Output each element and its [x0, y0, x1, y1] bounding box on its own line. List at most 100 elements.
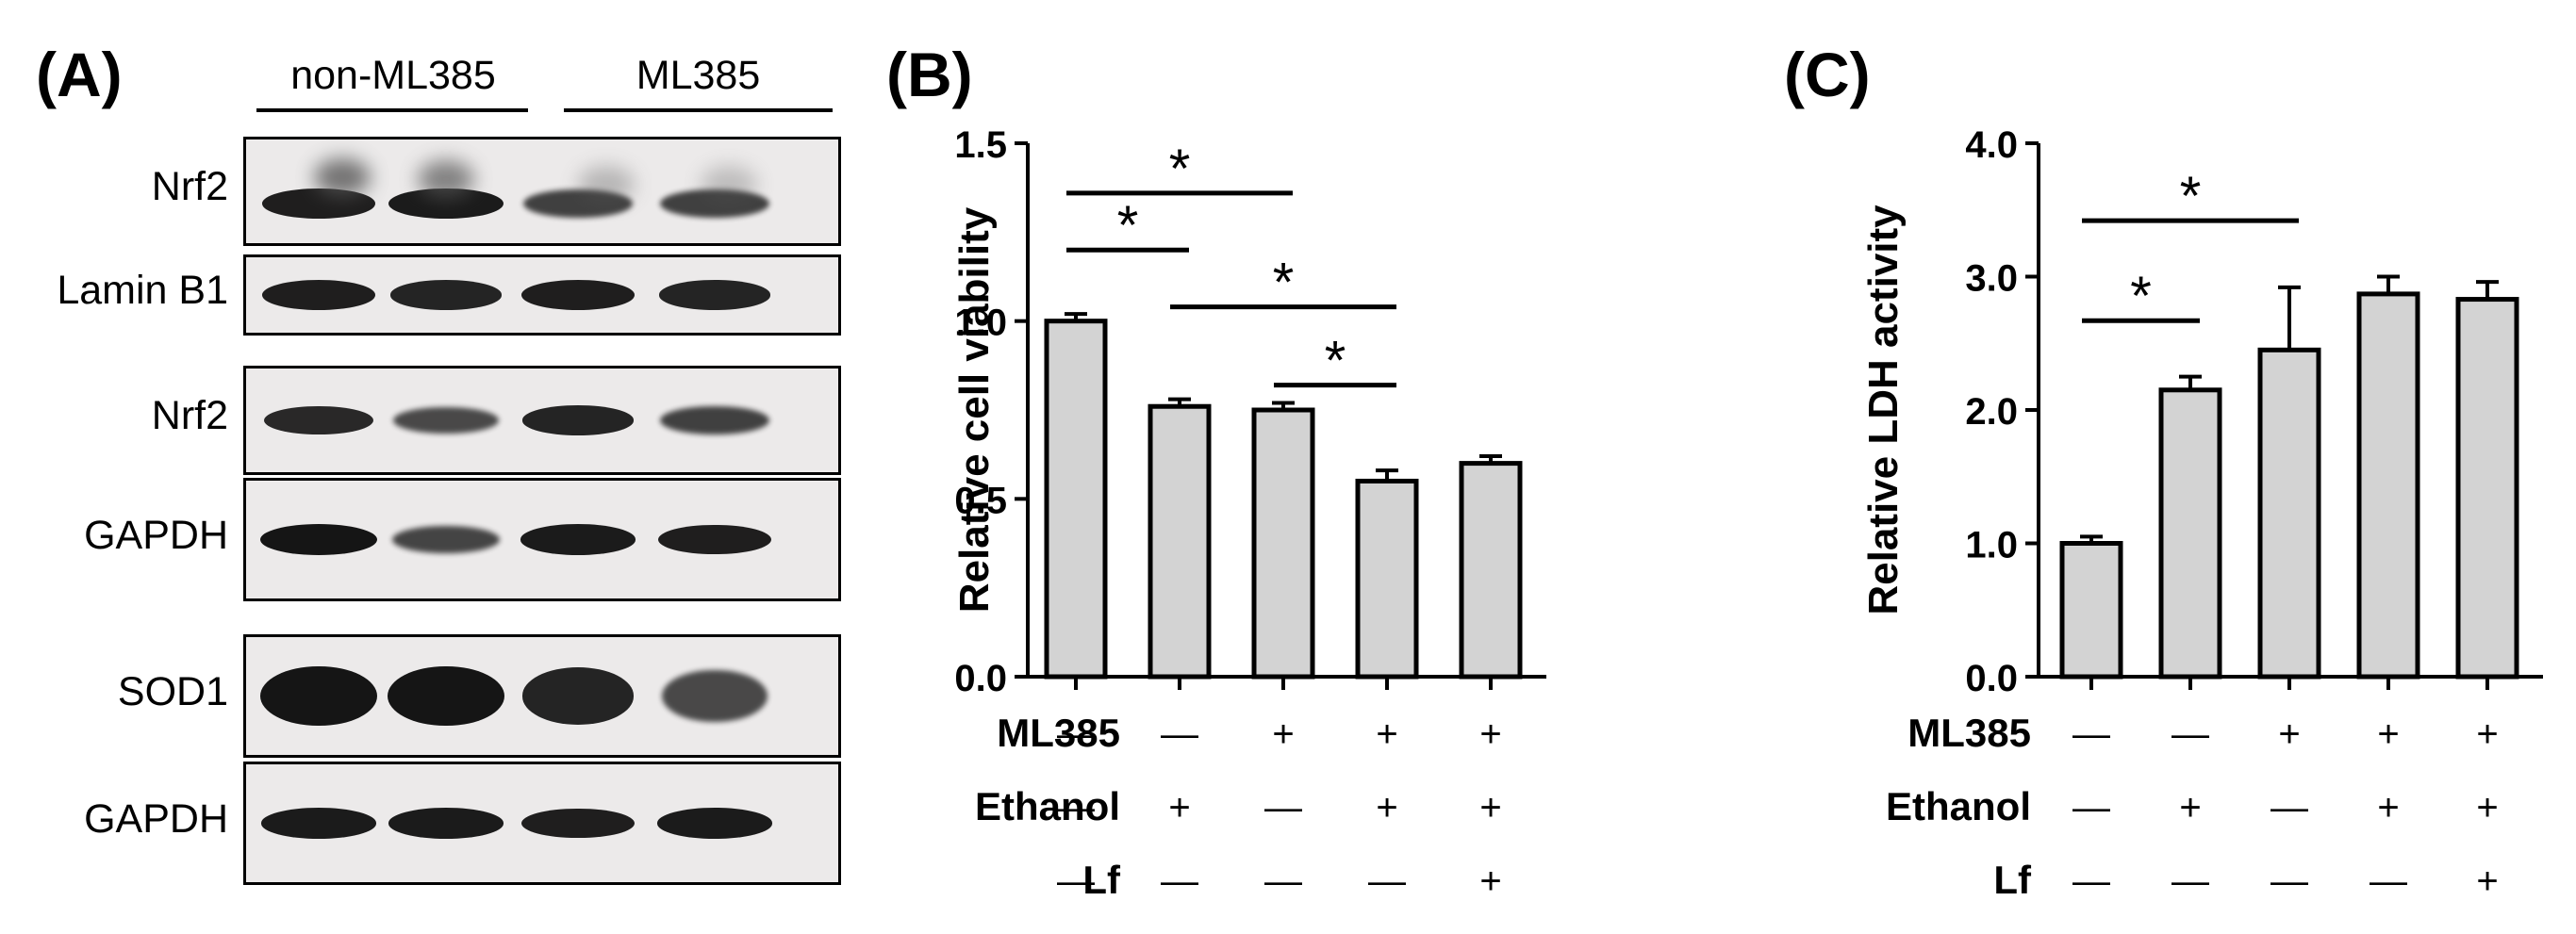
y-axis-label: Relative LDH activity	[1860, 205, 1907, 615]
condition-symbol: —	[1057, 860, 1095, 902]
protein-band	[263, 405, 374, 435]
bar	[1044, 319, 1108, 680]
protein-band	[260, 524, 377, 555]
condition-symbol: +	[2377, 787, 2399, 828]
condition-symbol: —	[1264, 787, 1302, 828]
blot-strip	[243, 137, 841, 246]
condition-symbol: —	[1057, 713, 1095, 755]
group-label-non-ml385: non-ML385	[290, 53, 496, 98]
condition-symbol: —	[2370, 860, 2407, 902]
condition-symbol: —	[2271, 860, 2308, 902]
blot-label-sod1: SOD1	[117, 668, 228, 714]
significance-star: *	[2130, 266, 2152, 327]
bar	[2257, 347, 2321, 680]
ldh-activity-chart: 0.0 1.0 2.0 3.0 4.0 Relative LDH activity * * ML…	[1860, 124, 2543, 902]
significance-star: *	[1117, 195, 1139, 256]
condition-symbol: +	[2476, 860, 2498, 902]
protein-band	[657, 524, 772, 555]
protein-band	[388, 665, 504, 727]
condition-symbol: —	[2171, 860, 2209, 902]
y-tick-label: 4.0	[1965, 124, 2018, 166]
bar	[1355, 478, 1419, 680]
blot-label-gapdh: GAPDH	[84, 795, 228, 842]
bar	[1251, 407, 1315, 680]
condition-label: Lf	[1993, 858, 2032, 902]
protein-band	[523, 189, 633, 219]
condition-symbol: —	[2271, 787, 2308, 828]
condition-symbol: —	[2072, 860, 2110, 902]
y-axis-label: Relative cell viability	[951, 206, 998, 613]
blot-strip	[243, 254, 841, 336]
group-label-ml385: ML385	[636, 53, 761, 98]
y-tick-label: 0.0	[954, 658, 1007, 699]
bar	[2455, 297, 2519, 680]
condition-symbol: +	[1376, 787, 1397, 828]
background-smudge	[314, 158, 371, 196]
blot-label-lamin-b1: Lamin B1	[57, 268, 228, 313]
panel-a-label: (A)	[36, 40, 123, 109]
protein-band	[260, 808, 377, 839]
protein-band	[658, 280, 771, 310]
condition-label: Ethanol	[1886, 784, 2031, 828]
protein-band	[520, 524, 636, 555]
condition-symbol: +	[2476, 713, 2498, 755]
protein-band	[389, 280, 503, 310]
significance-star: *	[1169, 139, 1191, 200]
condition-label: Lf	[1082, 858, 1121, 902]
condition-label: Ethanol	[975, 784, 1120, 828]
condition-symbol: +	[2278, 713, 2300, 755]
protein-band	[261, 280, 376, 310]
y-tick-label: 0.5	[954, 480, 1007, 521]
protein-band	[521, 667, 635, 725]
condition-symbol: +	[1376, 713, 1397, 755]
background-smudge	[578, 166, 635, 204]
blot-strip	[243, 478, 841, 601]
condition-symbol: —	[2171, 713, 2209, 755]
condition-symbol: +	[2377, 713, 2399, 755]
panel-b-label: (B)	[886, 40, 973, 109]
protein-band	[261, 188, 376, 220]
background-smudge	[701, 166, 757, 204]
condition-symbol: +	[1168, 787, 1190, 828]
protein-band	[656, 808, 773, 839]
significance-star: *	[1273, 253, 1295, 314]
bar	[2158, 387, 2222, 680]
condition-symbol: —	[1368, 860, 1406, 902]
condition-symbol: +	[1479, 713, 1501, 755]
group-line-ml385	[564, 108, 833, 112]
y-tick-label: 1.0	[1965, 525, 2018, 566]
y-tick-label: 0.0	[1965, 658, 2018, 699]
condition-symbol: —	[2072, 787, 2110, 828]
condition-symbol: +	[1479, 787, 1501, 828]
condition-symbol: —	[1161, 713, 1198, 755]
blot-strip	[243, 366, 841, 475]
protein-band	[662, 669, 768, 723]
blot-strip	[243, 762, 841, 885]
protein-band	[660, 406, 769, 434]
y-tick-label: 2.0	[1965, 391, 2018, 433]
protein-band	[660, 189, 769, 219]
protein-band	[520, 808, 636, 839]
condition-symbol: +	[1479, 860, 1501, 902]
condition-symbol: —	[2072, 713, 2110, 755]
condition-symbol: —	[1161, 860, 1198, 902]
condition-symbol: +	[2476, 787, 2498, 828]
bar	[1459, 461, 1523, 680]
protein-band	[521, 405, 635, 435]
blot-label-gapdh: GAPDH	[84, 512, 228, 558]
significance-star: *	[2180, 166, 2202, 227]
protein-band	[520, 280, 636, 310]
condition-label: ML385	[1907, 711, 2031, 755]
cell-viability-chart: 0.0 0.5 1.0 1.5 Relative cell viability * * * * M…	[951, 124, 1546, 902]
significance-star: *	[1325, 331, 1346, 392]
condition-label: ML385	[997, 711, 1120, 755]
y-tick-label: 1.0	[954, 303, 1007, 344]
condition-symbol: +	[1272, 713, 1294, 755]
blot-label-nrf2: Nrf2	[151, 393, 228, 438]
condition-symbol: —	[1057, 787, 1095, 828]
y-tick-label: 3.0	[1965, 258, 2018, 300]
panel-c-label: (C)	[1784, 40, 1871, 109]
blot-label-nrf2: Nrf2	[151, 164, 228, 209]
condition-symbol: +	[2179, 787, 2201, 828]
bar	[2059, 541, 2123, 680]
